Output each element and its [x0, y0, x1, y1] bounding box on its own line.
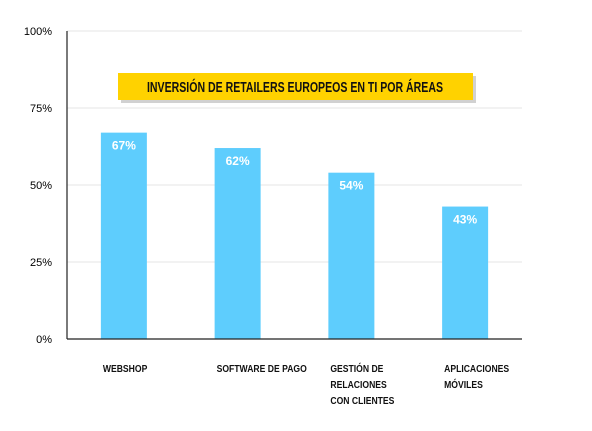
x-category-label: SOFTWARE DE PAGO	[217, 363, 308, 375]
y-axis-ticks: 0% 25% 50% 75% 100%	[24, 26, 52, 346]
x-category-label: CON CLIENTES	[330, 395, 395, 407]
bars: 67% 62% 54% 43%	[100, 132, 489, 339]
x-category-label: GESTIÓN DE	[330, 362, 384, 375]
bar-data-label: 67%	[112, 139, 136, 153]
y-tick-label: 25%	[30, 257, 52, 269]
y-tick-label: 100%	[24, 26, 52, 38]
bar	[100, 132, 147, 339]
y-tick-label: 50%	[30, 180, 52, 192]
x-category-label: MÓVILES	[444, 378, 483, 391]
bar	[328, 172, 375, 339]
x-category-label: RELACIONES	[330, 379, 387, 391]
x-axis-categories: WEBSHOP SOFTWARE DE PAGO GESTIÓN DE RELACIO…	[103, 362, 510, 407]
chart-title: INVERSIÓN DE RETAILERS EUROPEOS EN TI PO…	[147, 78, 443, 96]
x-category-label: APLICACIONES	[444, 363, 510, 375]
chart-title-banner: INVERSIÓN DE RETAILERS EUROPEOS EN TI PO…	[118, 73, 476, 103]
bar-data-label: 54%	[339, 179, 363, 193]
bar	[214, 148, 261, 339]
bar-data-label: 43%	[453, 213, 477, 227]
bar	[442, 206, 489, 339]
title-banner	[118, 73, 473, 100]
x-category-label: WEBSHOP	[103, 363, 148, 375]
y-tick-label: 0%	[36, 334, 52, 346]
bar-data-label: 62%	[226, 154, 250, 168]
y-tick-label: 75%	[30, 103, 52, 115]
